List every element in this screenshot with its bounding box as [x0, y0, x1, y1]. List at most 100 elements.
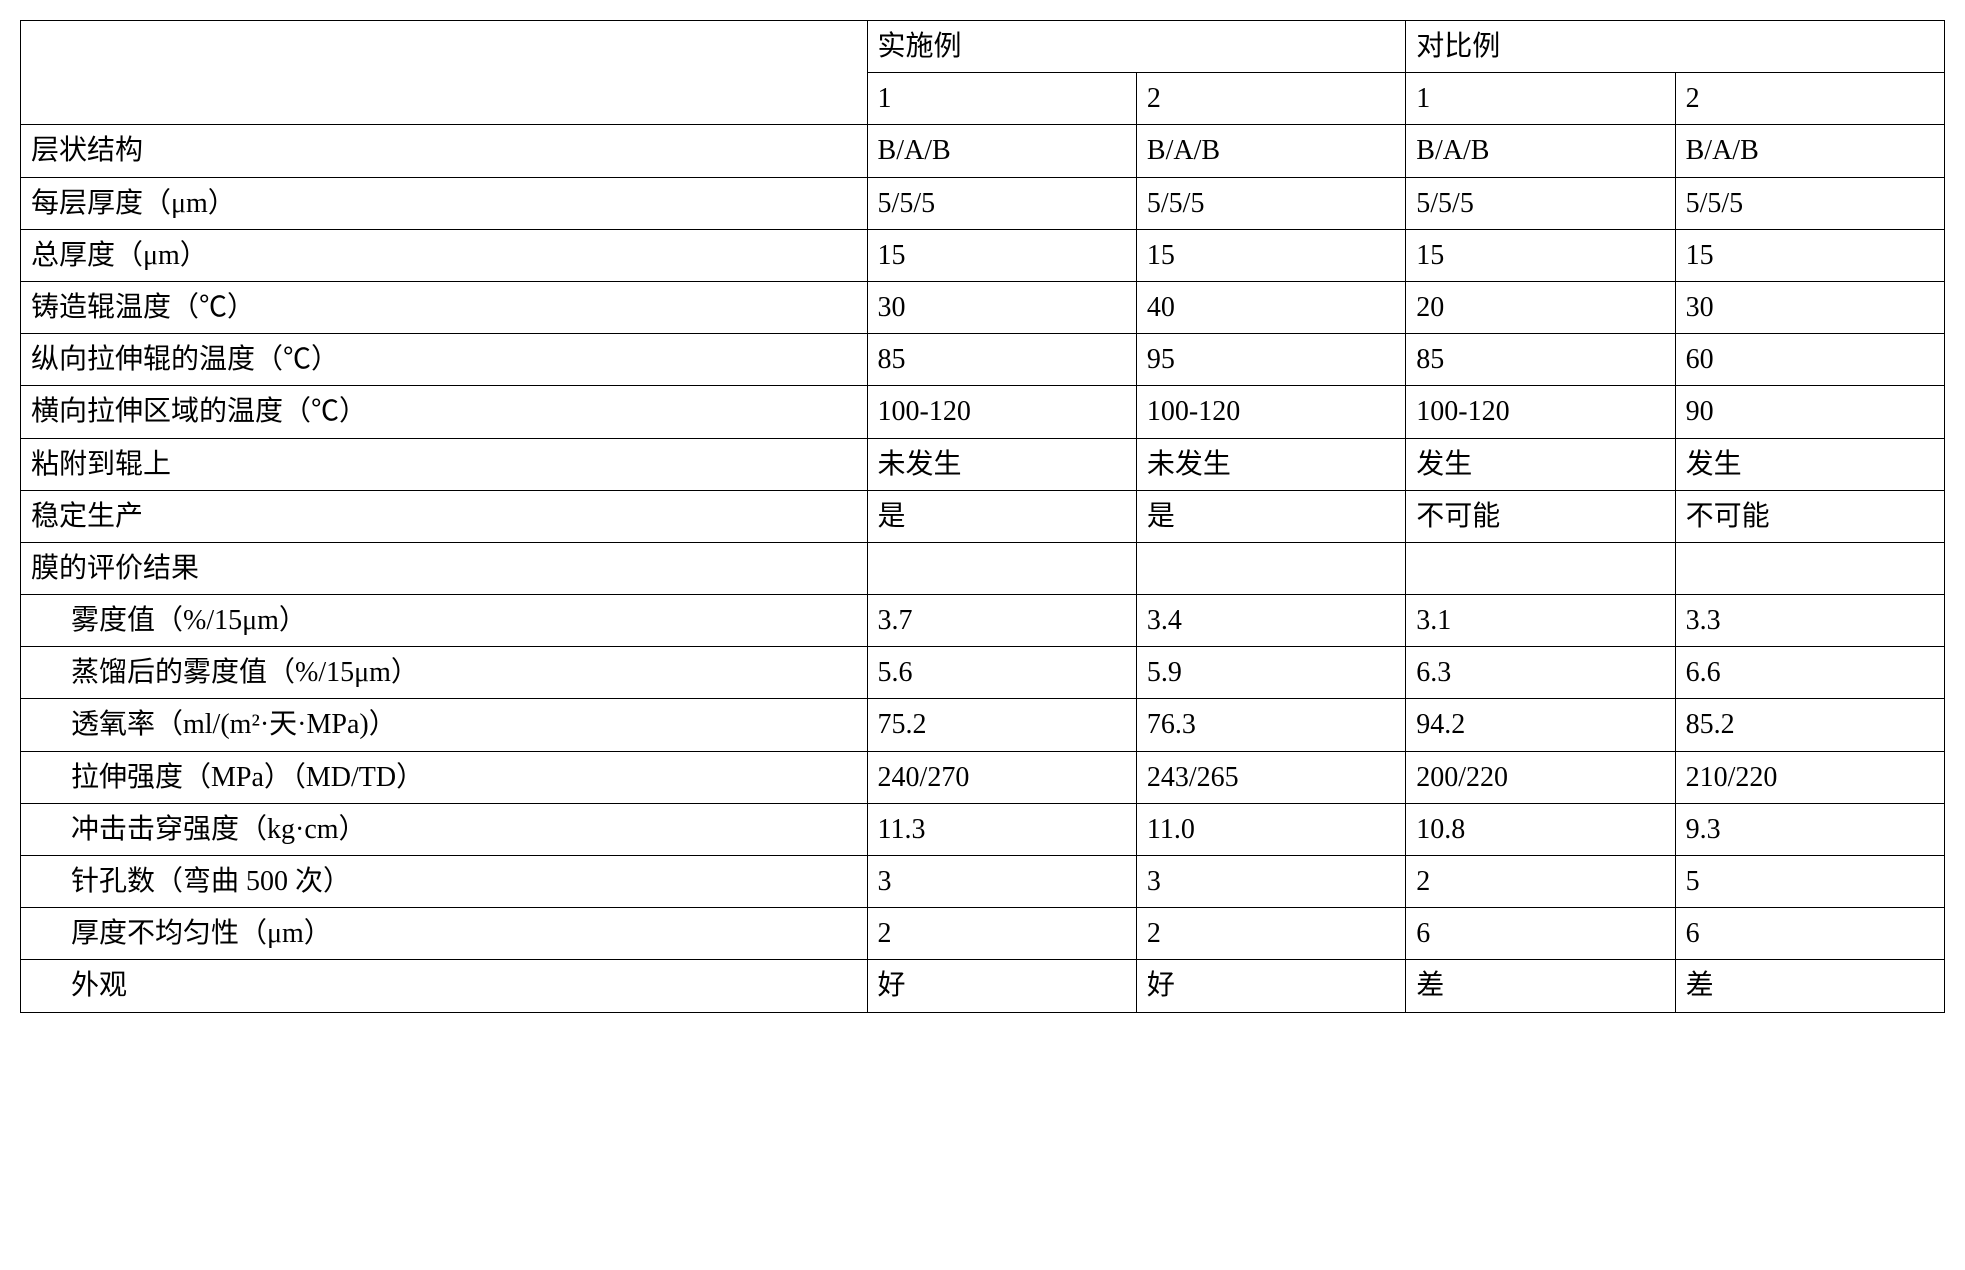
- header-row-1: 实施例 对比例: [21, 21, 1945, 73]
- data-cell: 5.6: [867, 647, 1136, 699]
- table-row: 横向拉伸区域的温度（℃）100-120100-120100-12090: [21, 386, 1945, 438]
- row-label: 针孔数（弯曲 500 次）: [21, 856, 868, 908]
- data-cell: 3: [867, 856, 1136, 908]
- table-row: 层状结构B/A/BB/A/BB/A/BB/A/B: [21, 125, 1945, 177]
- data-cell: 100-120: [1406, 386, 1675, 438]
- data-cell: 85.2: [1675, 699, 1944, 751]
- data-cell: 不可能: [1406, 490, 1675, 542]
- data-cell: 200/220: [1406, 751, 1675, 803]
- row-label: 粘附到辊上: [21, 438, 868, 490]
- header-sub-2: 2: [1136, 73, 1405, 125]
- data-cell: 243/265: [1136, 751, 1405, 803]
- table-row: 每层厚度（μm）5/5/55/5/55/5/55/5/5: [21, 177, 1945, 229]
- data-cell: B/A/B: [867, 125, 1136, 177]
- row-label: 层状结构: [21, 125, 868, 177]
- data-cell: [1675, 542, 1944, 594]
- data-cell: B/A/B: [1136, 125, 1405, 177]
- table-row: 稳定生产是是不可能不可能: [21, 490, 1945, 542]
- table-row: 冲击击穿强度（kg·cm）11.311.010.89.3: [21, 803, 1945, 855]
- data-cell: 76.3: [1136, 699, 1405, 751]
- row-label: 雾度值（%/15μm）: [21, 595, 868, 647]
- data-cell: 好: [1136, 960, 1405, 1012]
- data-cell: 85: [867, 334, 1136, 386]
- data-cell: 210/220: [1675, 751, 1944, 803]
- row-label: 横向拉伸区域的温度（℃）: [21, 386, 868, 438]
- data-cell: 15: [1675, 229, 1944, 281]
- data-cell: 发生: [1675, 438, 1944, 490]
- row-label: 冲击击穿强度（kg·cm）: [21, 803, 868, 855]
- data-cell: 5/5/5: [1406, 177, 1675, 229]
- table-body: 实施例 对比例 1 2 1 2: [21, 21, 1945, 125]
- data-cell: [1406, 542, 1675, 594]
- data-cell: [867, 542, 1136, 594]
- header-group-2: 对比例: [1406, 21, 1945, 73]
- data-cell: 6: [1675, 908, 1944, 960]
- data-cell: 2: [867, 908, 1136, 960]
- table-row: 针孔数（弯曲 500 次）3325: [21, 856, 1945, 908]
- row-label: 稳定生产: [21, 490, 868, 542]
- data-cell: B/A/B: [1675, 125, 1944, 177]
- data-cell: 未发生: [867, 438, 1136, 490]
- data-cell: 5: [1675, 856, 1944, 908]
- table-row: 纵向拉伸辊的温度（℃）85958560: [21, 334, 1945, 386]
- row-label: 每层厚度（μm）: [21, 177, 868, 229]
- data-cell: 20: [1406, 281, 1675, 333]
- data-cell: 15: [1136, 229, 1405, 281]
- data-cell: 6.6: [1675, 647, 1944, 699]
- data-cell: 30: [1675, 281, 1944, 333]
- data-cell: 发生: [1406, 438, 1675, 490]
- data-cell: 6.3: [1406, 647, 1675, 699]
- data-cell: 10.8: [1406, 803, 1675, 855]
- data-cell: 100-120: [1136, 386, 1405, 438]
- table-row: 粘附到辊上未发生未发生发生发生: [21, 438, 1945, 490]
- data-cell: 30: [867, 281, 1136, 333]
- data-cell: 3.1: [1406, 595, 1675, 647]
- data-cell: 是: [867, 490, 1136, 542]
- data-cell: 85: [1406, 334, 1675, 386]
- data-cell: 3.7: [867, 595, 1136, 647]
- data-cell: 3.3: [1675, 595, 1944, 647]
- row-label: 厚度不均匀性（μm）: [21, 908, 868, 960]
- table-row: 总厚度（μm）15151515: [21, 229, 1945, 281]
- data-cell: 好: [867, 960, 1136, 1012]
- data-cell: 2: [1136, 908, 1405, 960]
- data-cell: 94.2: [1406, 699, 1675, 751]
- row-label: 纵向拉伸辊的温度（℃）: [21, 334, 868, 386]
- row-label: 透氧率（ml/(m²·天·MPa)）: [21, 699, 868, 751]
- header-sub-3: 1: [1406, 73, 1675, 125]
- data-cell: 15: [867, 229, 1136, 281]
- data-cell: 90: [1675, 386, 1944, 438]
- data-cell: 240/270: [867, 751, 1136, 803]
- row-label: 蒸馏后的雾度值（%/15μm）: [21, 647, 868, 699]
- data-cell: 5/5/5: [867, 177, 1136, 229]
- header-empty-cell: [21, 21, 868, 125]
- table-row: 铸造辊温度（℃）30402030: [21, 281, 1945, 333]
- data-cell: 9.3: [1675, 803, 1944, 855]
- data-cell: [1136, 542, 1405, 594]
- data-cell: B/A/B: [1406, 125, 1675, 177]
- data-cell: 11.3: [867, 803, 1136, 855]
- data-cell: 不可能: [1675, 490, 1944, 542]
- table-row: 雾度值（%/15μm）3.73.43.13.3: [21, 595, 1945, 647]
- data-cell: 3: [1136, 856, 1405, 908]
- data-cell: 60: [1675, 334, 1944, 386]
- row-label: 膜的评价结果: [21, 542, 868, 594]
- table-row: 透氧率（ml/(m²·天·MPa)）75.276.394.285.2: [21, 699, 1945, 751]
- table-data-rows: 层状结构B/A/BB/A/BB/A/BB/A/B每层厚度（μm）5/5/55/5…: [21, 125, 1945, 1012]
- data-cell: 2: [1406, 856, 1675, 908]
- data-cell: 5/5/5: [1675, 177, 1944, 229]
- table-row: 膜的评价结果: [21, 542, 1945, 594]
- data-cell: 差: [1406, 960, 1675, 1012]
- table-row: 厚度不均匀性（μm）2266: [21, 908, 1945, 960]
- data-cell: 40: [1136, 281, 1405, 333]
- data-cell: 差: [1675, 960, 1944, 1012]
- data-cell: 6: [1406, 908, 1675, 960]
- data-cell: 3.4: [1136, 595, 1405, 647]
- data-table: 实施例 对比例 1 2 1 2 层状结构B/A/BB/A/BB/A/BB/A/B…: [20, 20, 1945, 1013]
- header-sub-1: 1: [867, 73, 1136, 125]
- data-cell: 5/5/5: [1136, 177, 1405, 229]
- data-cell: 未发生: [1136, 438, 1405, 490]
- data-cell: 11.0: [1136, 803, 1405, 855]
- data-cell: 95: [1136, 334, 1405, 386]
- table-row: 外观好好差差: [21, 960, 1945, 1012]
